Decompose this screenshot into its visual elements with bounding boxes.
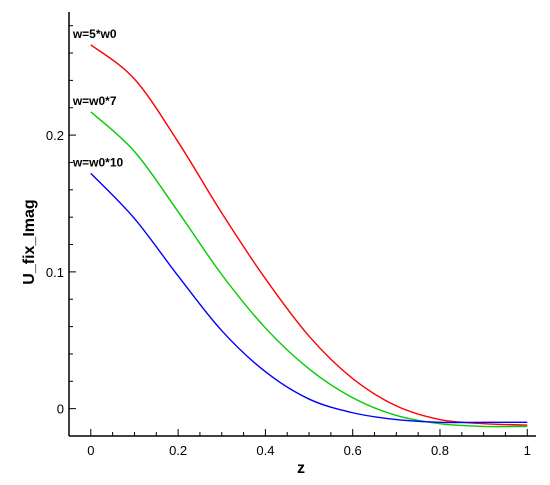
- series-label-w10: w=w0*10: [72, 155, 124, 169]
- x-tick-label: 1: [524, 443, 531, 458]
- y-tick-label: 0.1: [46, 265, 64, 280]
- x-axis-label: z: [297, 460, 305, 477]
- series-line-w7: [90, 111, 528, 428]
- y-tick-label: 0.2: [46, 128, 64, 143]
- axes: [68, 12, 536, 437]
- series-label-w5: w=5*w0: [72, 27, 117, 41]
- x-tick-label: 0.4: [256, 443, 274, 458]
- series-label-w7: w=w0*7: [72, 94, 117, 108]
- x-tick-label: 0: [87, 443, 94, 458]
- series-lines: [90, 44, 528, 428]
- y-tick-label: 0: [57, 402, 64, 417]
- series-line-w10: [90, 172, 528, 424]
- x-tick-label: 0.8: [431, 443, 449, 458]
- x-tick-label: 0.6: [344, 443, 362, 458]
- series-line-w5: [90, 44, 528, 426]
- series-labels: w=5*w0 w=w0*7 w=w0*10: [72, 27, 124, 170]
- y-axis-label: U_fix_Imag: [21, 199, 38, 284]
- ticks: 0 0.2 0.4 0.6 0.8 1 0 0.1 0.2: [46, 25, 531, 458]
- x-tick-label: 0.2: [169, 443, 187, 458]
